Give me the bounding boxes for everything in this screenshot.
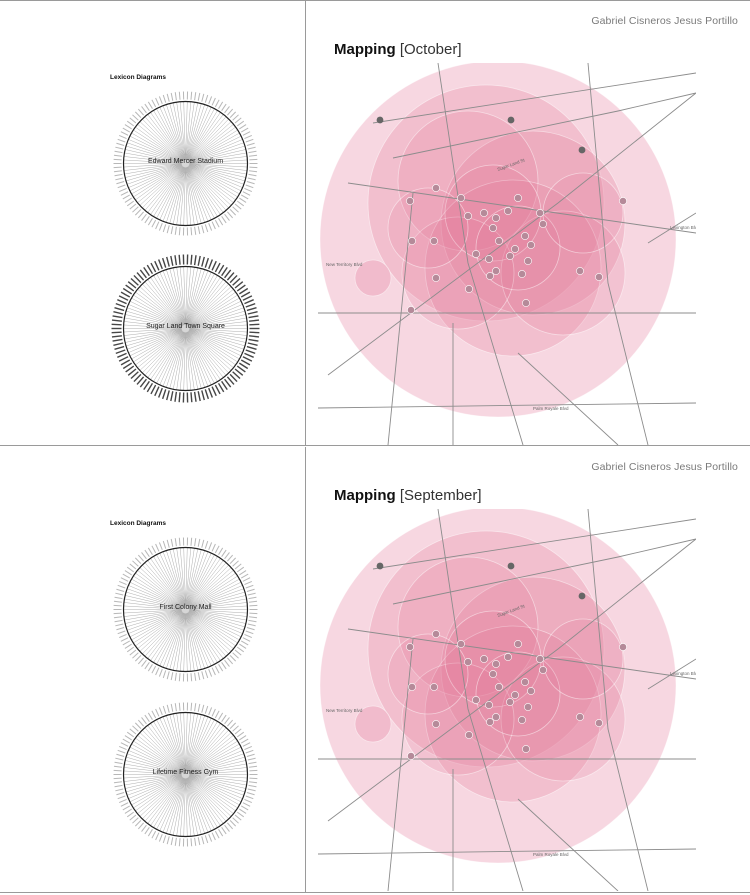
title-month: [October] xyxy=(399,41,462,58)
radial-lines xyxy=(111,254,260,403)
point-markers xyxy=(406,630,627,760)
lexicon-label: First Colony Mall xyxy=(159,604,212,611)
lexicon-diagrams-title: Lexicon Diagrams xyxy=(110,520,166,527)
page-divider xyxy=(305,1,306,445)
street-label: Lexington Blvd xyxy=(670,225,696,230)
lexicon-diagram-edward-mercer-stadium: Edward Mercer Stadium xyxy=(108,86,263,241)
title-bold: Mapping xyxy=(334,41,396,58)
radial-lines xyxy=(113,91,258,236)
heat-map-october: Lexington Blvd New Territory Blvd Palm Roy… xyxy=(318,63,696,445)
street-label: Lexington Blvd xyxy=(670,671,696,676)
map-canvas: Lexington Blvd New Territory Blvd Palm Roy… xyxy=(318,63,696,445)
road-network xyxy=(318,63,696,445)
lexicon-label: Edward Mercer Stadium xyxy=(147,158,224,165)
lexicon-ring xyxy=(122,100,249,227)
map-canvas: Lexington Blvd New Territory Blvd Palm Roy… xyxy=(318,509,696,891)
road-network xyxy=(318,509,696,891)
sheet-october: Lexicon Diagrams Edward Mercer Stadium S… xyxy=(0,0,750,446)
radial-lines xyxy=(113,702,258,847)
lexicon-diagrams-title: Lexicon Diagrams xyxy=(110,74,166,81)
street-label: New Territory Blvd xyxy=(326,708,363,713)
lexicon-ring xyxy=(122,711,249,838)
lexicon-center xyxy=(176,600,195,619)
title-bold: Mapping xyxy=(334,487,396,504)
lexicon-diagram-first-colony-mall: First Colony Mall xyxy=(108,532,263,687)
lexicon-diagram-lifetime-fitness-gym: Lifetime Fitness Gym xyxy=(108,697,263,852)
location-markers xyxy=(376,562,586,600)
street-label: Palm Royale Blvd xyxy=(533,852,569,857)
lexicon-ring xyxy=(122,265,249,392)
page-title: Mapping [September] xyxy=(334,487,482,504)
lexicon-radial-chart xyxy=(113,91,258,236)
lexicon-center xyxy=(176,154,195,173)
heat-map-september: Lexington Blvd New Territory Blvd Palm Roy… xyxy=(318,509,696,891)
lexicon-center xyxy=(176,765,195,784)
page-title: Mapping [October] xyxy=(334,41,462,58)
title-month: [September] xyxy=(399,487,482,504)
sheet-september: Lexicon Diagrams First Colony Mall Lifet… xyxy=(0,447,750,893)
lexicon-center xyxy=(176,319,195,338)
location-markers xyxy=(376,116,586,154)
author-credit: Gabriel Cisneros Jesus Portillo xyxy=(591,461,738,473)
density-bubbles xyxy=(319,509,677,864)
lexicon-label: Lifetime Fitness Gym xyxy=(152,769,219,776)
author-credit: Gabriel Cisneros Jesus Portillo xyxy=(591,15,738,27)
radial-lines xyxy=(113,537,258,682)
page-divider xyxy=(305,447,306,892)
lexicon-radial-chart xyxy=(113,537,258,682)
lexicon-ring xyxy=(122,546,249,673)
lexicon-radial-chart xyxy=(113,702,258,847)
lexicon-label: Sugar Land Town Square xyxy=(146,323,225,330)
street-label: Palm Royale Blvd xyxy=(533,406,569,411)
lexicon-diagram-sugar-land-town-square: Sugar Land Town Square xyxy=(108,251,263,406)
point-markers xyxy=(406,184,627,314)
street-label: New Territory Blvd xyxy=(326,262,363,267)
lexicon-radial-chart xyxy=(111,254,260,403)
